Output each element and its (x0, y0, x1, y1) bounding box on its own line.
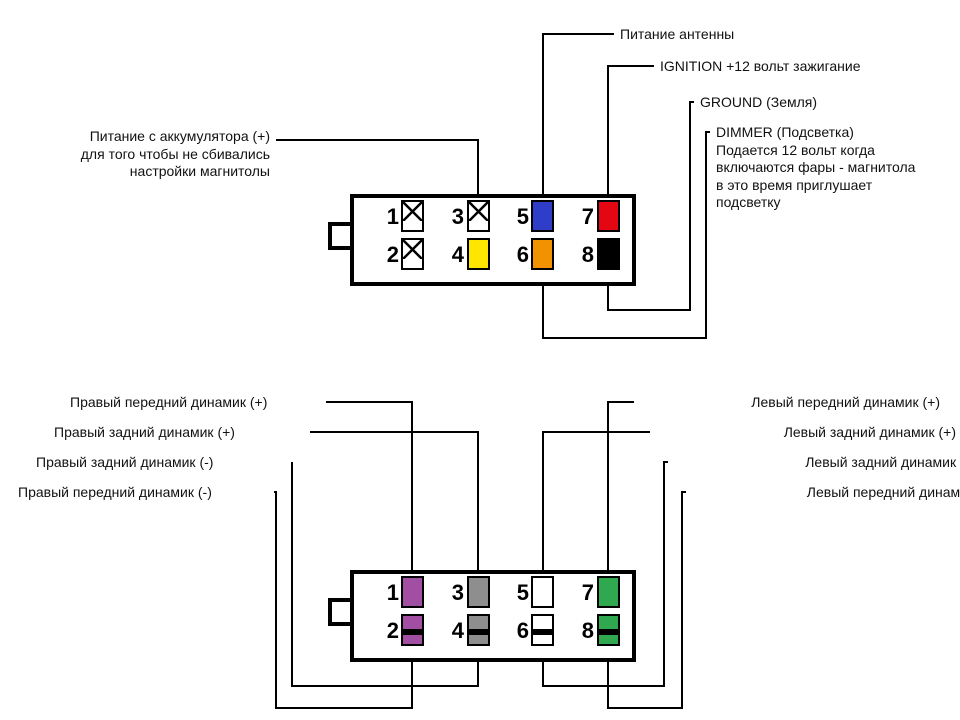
pin-number: 3 (444, 580, 464, 606)
pin (597, 576, 620, 608)
pin (467, 238, 490, 270)
pin-number: 6 (509, 618, 529, 644)
wiring-diagram: 1 3 5 7 2 4 6 8 1 3 5 7 2 4 6 8 Питание с аккумулятора (… (0, 0, 960, 720)
callout-label: Левый передний динамик (-) (692, 484, 960, 502)
callout-label: Правый задний динамик (-) (36, 454, 286, 472)
callout-label: DIMMER (Подсветка) Подается 12 вольт ког… (716, 124, 946, 212)
pin-number: 5 (509, 580, 529, 606)
callout-label: Правый задний динамик (+) (54, 424, 304, 442)
pin (467, 614, 490, 646)
pin (401, 238, 424, 270)
pin (531, 614, 554, 646)
pin-number: 3 (444, 204, 464, 230)
callout-label: GROUND (Земля) (700, 94, 960, 112)
pin (401, 614, 424, 646)
pin-number: 7 (574, 204, 594, 230)
pin (597, 238, 620, 270)
pin (401, 576, 424, 608)
pin-number: 2 (379, 618, 399, 644)
pin (531, 200, 554, 232)
pin-number: 8 (574, 618, 594, 644)
callout-label: Питание с аккумулятора (+) для того чтоб… (20, 128, 270, 181)
callout-label: Левый задний динамик (+) (656, 424, 956, 442)
pin-number: 6 (509, 242, 529, 268)
pin-number: 7 (574, 580, 594, 606)
pin-number: 1 (379, 580, 399, 606)
pin (531, 576, 554, 608)
pin-number: 8 (574, 242, 594, 268)
callout-label: Правый передний динамик (-) (18, 484, 268, 502)
pin-number: 1 (379, 204, 399, 230)
pin (531, 238, 554, 270)
callout-label: Правый передний динамик (+) (70, 394, 320, 412)
callout-label: Питание антенны (620, 26, 920, 44)
pin-number: 2 (379, 242, 399, 268)
pin (467, 200, 490, 232)
callout-label: Левый задний динамик (-) (674, 454, 960, 472)
pin-number: 4 (444, 242, 464, 268)
pin (467, 576, 490, 608)
pin-number: 5 (509, 204, 529, 230)
pin (597, 614, 620, 646)
pin (401, 200, 424, 232)
callout-label: IGNITION +12 вольт зажигание (660, 58, 960, 76)
pin (597, 200, 620, 232)
callout-label: Левый передний динамик (+) (640, 394, 940, 412)
pin-number: 4 (444, 618, 464, 644)
